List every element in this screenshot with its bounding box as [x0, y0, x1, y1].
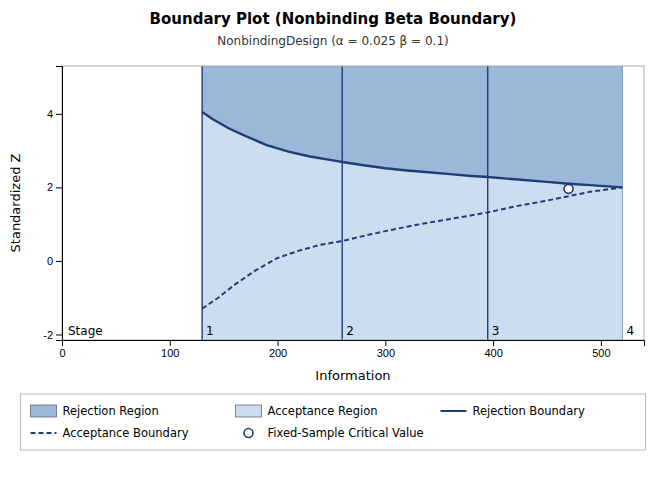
y-tick: 0 — [47, 255, 62, 267]
legend-item: Rejection Region — [31, 404, 159, 418]
x-tick: 500 — [592, 340, 610, 359]
x-tick: 300 — [377, 340, 395, 359]
y-tick-mark — [56, 187, 62, 188]
legend-label: Rejection Boundary — [473, 404, 585, 418]
stage-label: 4 — [626, 324, 634, 338]
legend-item: Acceptance Boundary — [31, 426, 189, 440]
y-tick-mark — [56, 114, 62, 115]
y-tick-label: 2 — [47, 181, 53, 193]
legend-swatch — [244, 429, 253, 438]
y-tick-mark — [56, 261, 62, 262]
x-axis-title: Information — [315, 368, 390, 383]
stage-label: 2 — [346, 324, 354, 338]
x-tick-label: 300 — [377, 347, 395, 359]
legend: Rejection Region Acceptance Region Rejecti… — [21, 394, 646, 450]
y-tick-mark — [56, 334, 62, 335]
x-axis: 0 100 200 300 400 500 — [59, 340, 644, 359]
legend-swatch — [236, 405, 262, 417]
x-tick-label: 0 — [59, 347, 65, 359]
x-tick-label: 400 — [484, 347, 502, 359]
x-tick-mark — [385, 340, 386, 346]
x-tick: 200 — [269, 340, 287, 359]
legend-swatch — [441, 410, 467, 412]
title: Boundary Plot (Nonbinding Beta Boundary) — [150, 10, 517, 28]
critical-value-point — [564, 184, 573, 193]
y-axis-title: Standardized Z — [8, 153, 23, 252]
boundary-line — [202, 112, 622, 187]
x-tick: 100 — [161, 340, 179, 359]
subtitle: NonbindingDesign (α = 0.025 β = 0.1) — [217, 34, 448, 48]
y-tick: -2 — [43, 329, 62, 341]
x-tick: 0 — [59, 340, 65, 359]
x-tick-mark — [493, 340, 494, 346]
stage-title: Stage — [68, 324, 103, 338]
stage-line — [487, 66, 488, 340]
plot-frame — [62, 66, 644, 340]
legend-label: Fixed-Sample Critical Value — [268, 426, 424, 440]
legend-swatch — [31, 432, 57, 434]
y-tick-label: 4 — [47, 108, 53, 120]
stage-label: 3 — [492, 324, 500, 338]
plot-area — [202, 66, 622, 340]
legend-item: Acceptance Region — [236, 404, 378, 418]
stage-label: 1 — [206, 324, 214, 338]
legend-item: Fixed-Sample Critical Value — [244, 426, 424, 440]
legend-frame — [21, 394, 646, 450]
legend-item: Rejection Boundary — [441, 404, 585, 418]
x-axis-line — [63, 341, 645, 347]
y-tick-label: -2 — [43, 329, 53, 341]
x-tick-mark — [170, 340, 171, 346]
legend-swatch — [31, 405, 57, 417]
y-axis-line — [56, 67, 63, 341]
stage-line — [201, 66, 202, 340]
legend-label: Acceptance Boundary — [63, 426, 189, 440]
y-tick: 2 — [47, 181, 62, 193]
legend-label: Acceptance Region — [268, 404, 378, 418]
stage-line — [342, 66, 343, 340]
x-tick-label: 100 — [161, 347, 179, 359]
boundary-line — [202, 187, 622, 308]
x-tick-mark — [278, 340, 279, 346]
y-tick-label: 0 — [47, 255, 53, 267]
x-tick-mark — [601, 340, 602, 346]
stage-line — [622, 66, 623, 340]
legend-label: Rejection Region — [63, 404, 159, 418]
x-tick-label: 500 — [592, 347, 610, 359]
y-axis: -2 0 2 4 — [43, 67, 62, 341]
region-area — [202, 112, 622, 340]
y-tick: 4 — [47, 108, 62, 120]
x-tick: 400 — [484, 340, 502, 359]
chart: Boundary Plot (Nonbinding Beta Boundary)… — [0, 0, 666, 500]
x-tick-label: 200 — [269, 347, 287, 359]
